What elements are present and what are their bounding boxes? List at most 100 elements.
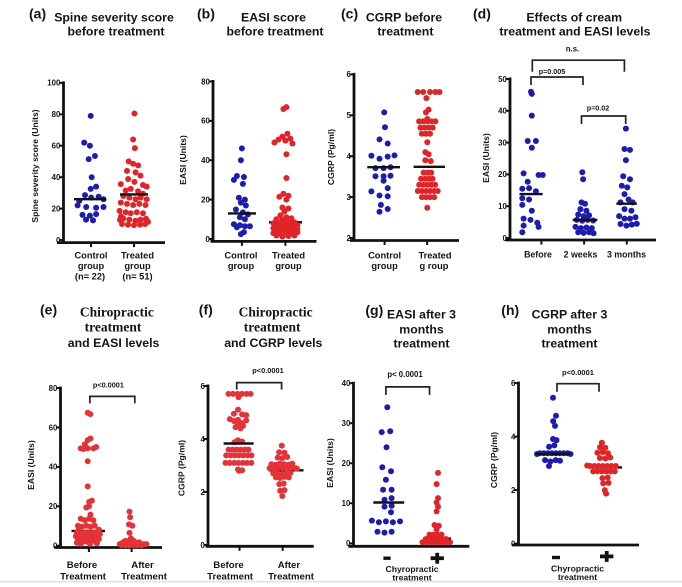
- svg-text:EASI score: EASI score: [241, 11, 306, 25]
- svg-text:Chyropractic: Chyropractic: [385, 564, 438, 574]
- svg-text:0: 0: [56, 236, 61, 245]
- svg-text:10: 10: [342, 499, 351, 508]
- svg-text:3: 3: [346, 193, 351, 202]
- svg-text:EASI (Units): EASI (Units): [26, 440, 36, 490]
- svg-text:Treatment: Treatment: [60, 572, 107, 583]
- svg-text:Treatment: Treatment: [207, 572, 254, 583]
- svg-text:months: months: [547, 323, 592, 337]
- svg-text:and CGRP levels: and CGRP levels: [224, 336, 322, 350]
- svg-text:60: 60: [49, 423, 58, 432]
- svg-text:EASI (Units): EASI (Units): [178, 135, 188, 185]
- svg-text:2: 2: [346, 234, 351, 243]
- svg-text:CGRP (Pg/ml): CGRP (Pg/ml): [326, 129, 336, 185]
- svg-text:treatment: treatment: [558, 572, 597, 582]
- svg-text:(f): (f): [199, 301, 213, 317]
- svg-text:group: group: [78, 261, 105, 271]
- svg-text:20: 20: [342, 459, 351, 468]
- svg-text:0: 0: [502, 234, 507, 243]
- svg-text:p<0.0001: p<0.0001: [252, 366, 283, 375]
- svg-text:(h): (h): [501, 302, 519, 318]
- svg-text:EASI (Units): EASI (Units): [481, 133, 491, 183]
- svg-text:(e): (e): [40, 301, 57, 317]
- svg-text:group: group: [228, 261, 255, 271]
- svg-text:(d): (d): [473, 6, 491, 22]
- svg-text:10: 10: [498, 202, 507, 211]
- svg-text:group: group: [371, 261, 398, 271]
- svg-text:treatment: treatment: [244, 320, 301, 335]
- svg-text:CGRP after 3: CGRP after 3: [532, 308, 608, 322]
- svg-text:50: 50: [498, 75, 507, 84]
- svg-text:treatment and EASI levels: treatment and EASI levels: [499, 25, 650, 39]
- svg-text:40: 40: [49, 463, 58, 472]
- svg-text:80: 80: [201, 77, 210, 86]
- svg-text:treatment: treatment: [377, 25, 433, 39]
- svg-text:Treated: Treated: [121, 251, 154, 261]
- svg-text:Control: Control: [368, 251, 401, 261]
- svg-text:6: 6: [200, 382, 205, 391]
- svg-text:2: 2: [200, 488, 205, 497]
- svg-text:Chyropractic: Chyropractic: [551, 564, 604, 574]
- svg-text:g roup: g roup: [420, 261, 449, 271]
- svg-text:(g): (g): [365, 302, 383, 318]
- svg-text:Control: Control: [224, 251, 257, 261]
- svg-text:4: 4: [200, 435, 205, 444]
- svg-text:n.s.: n.s.: [566, 45, 579, 54]
- svg-text:20: 20: [498, 170, 507, 179]
- svg-text:EASI (Units): EASI (Units): [325, 438, 335, 488]
- svg-text:60: 60: [52, 142, 61, 151]
- svg-text:Before: Before: [213, 560, 243, 571]
- svg-text:20: 20: [52, 204, 61, 213]
- svg-text:p=0.02: p=0.02: [587, 104, 610, 113]
- svg-text:After: After: [278, 560, 301, 571]
- svg-text:30: 30: [498, 138, 507, 147]
- svg-text:Chiropractic: Chiropractic: [239, 305, 313, 320]
- svg-text:80: 80: [49, 384, 58, 393]
- svg-text:0: 0: [200, 541, 205, 550]
- svg-text:(n= 51): (n= 51): [122, 272, 152, 282]
- svg-text:Before: Before: [67, 560, 97, 571]
- svg-text:Chiropractic: Chiropractic: [80, 305, 154, 320]
- svg-text:5: 5: [346, 111, 351, 120]
- svg-text:After: After: [131, 560, 154, 571]
- svg-text:Control: Control: [74, 251, 107, 261]
- svg-text:40: 40: [201, 156, 210, 165]
- svg-text:treatment: treatment: [392, 573, 431, 583]
- svg-text:Spine severity score (Units): Spine severity score (Units): [30, 109, 40, 222]
- svg-text:Treated: Treated: [418, 251, 451, 261]
- svg-text:CGRP (Pg/ml): CGRP (Pg/ml): [177, 440, 187, 496]
- svg-text:(b): (b): [197, 6, 215, 22]
- svg-text:Spine severity score: Spine severity score: [54, 11, 174, 25]
- svg-text:treatment: treatment: [541, 337, 597, 351]
- svg-text:80: 80: [52, 110, 61, 119]
- svg-text:40: 40: [498, 107, 507, 116]
- svg-text:0: 0: [205, 235, 210, 244]
- svg-text:0: 0: [346, 539, 351, 548]
- svg-text:EASI after 3: EASI after 3: [387, 308, 456, 322]
- svg-text:20: 20: [49, 502, 58, 511]
- svg-text:20: 20: [201, 195, 210, 204]
- svg-text:60: 60: [201, 117, 210, 126]
- svg-text:p=0.005: p=0.005: [539, 67, 566, 76]
- svg-text:treatment: treatment: [393, 337, 449, 351]
- svg-text:before treatment: before treatment: [226, 25, 323, 39]
- svg-text:CGRP before: CGRP before: [366, 11, 442, 25]
- svg-text:Before: Before: [524, 250, 552, 260]
- svg-text:100: 100: [47, 79, 61, 88]
- svg-text:p<0.0001: p<0.0001: [562, 368, 594, 377]
- svg-text:4: 4: [346, 152, 351, 161]
- svg-text:group: group: [275, 261, 302, 271]
- svg-text:months: months: [399, 323, 444, 337]
- svg-text:before treatment: before treatment: [67, 25, 164, 39]
- svg-text:0: 0: [53, 542, 58, 551]
- svg-text:6: 6: [346, 70, 351, 79]
- svg-text:group: group: [124, 261, 151, 271]
- svg-text:0: 0: [511, 539, 516, 548]
- svg-text:(n= 22): (n= 22): [75, 272, 105, 282]
- svg-text:40: 40: [52, 173, 61, 182]
- svg-text:and EASI levels: and EASI levels: [68, 336, 160, 350]
- svg-text:Effects of cream: Effects of cream: [526, 11, 622, 25]
- svg-text:Treatment: Treatment: [121, 572, 168, 583]
- svg-text:p< 0.0001: p< 0.0001: [387, 370, 423, 379]
- svg-text:40: 40: [342, 379, 351, 388]
- svg-text:CGRP (Pg/ml): CGRP (Pg/ml): [489, 432, 499, 488]
